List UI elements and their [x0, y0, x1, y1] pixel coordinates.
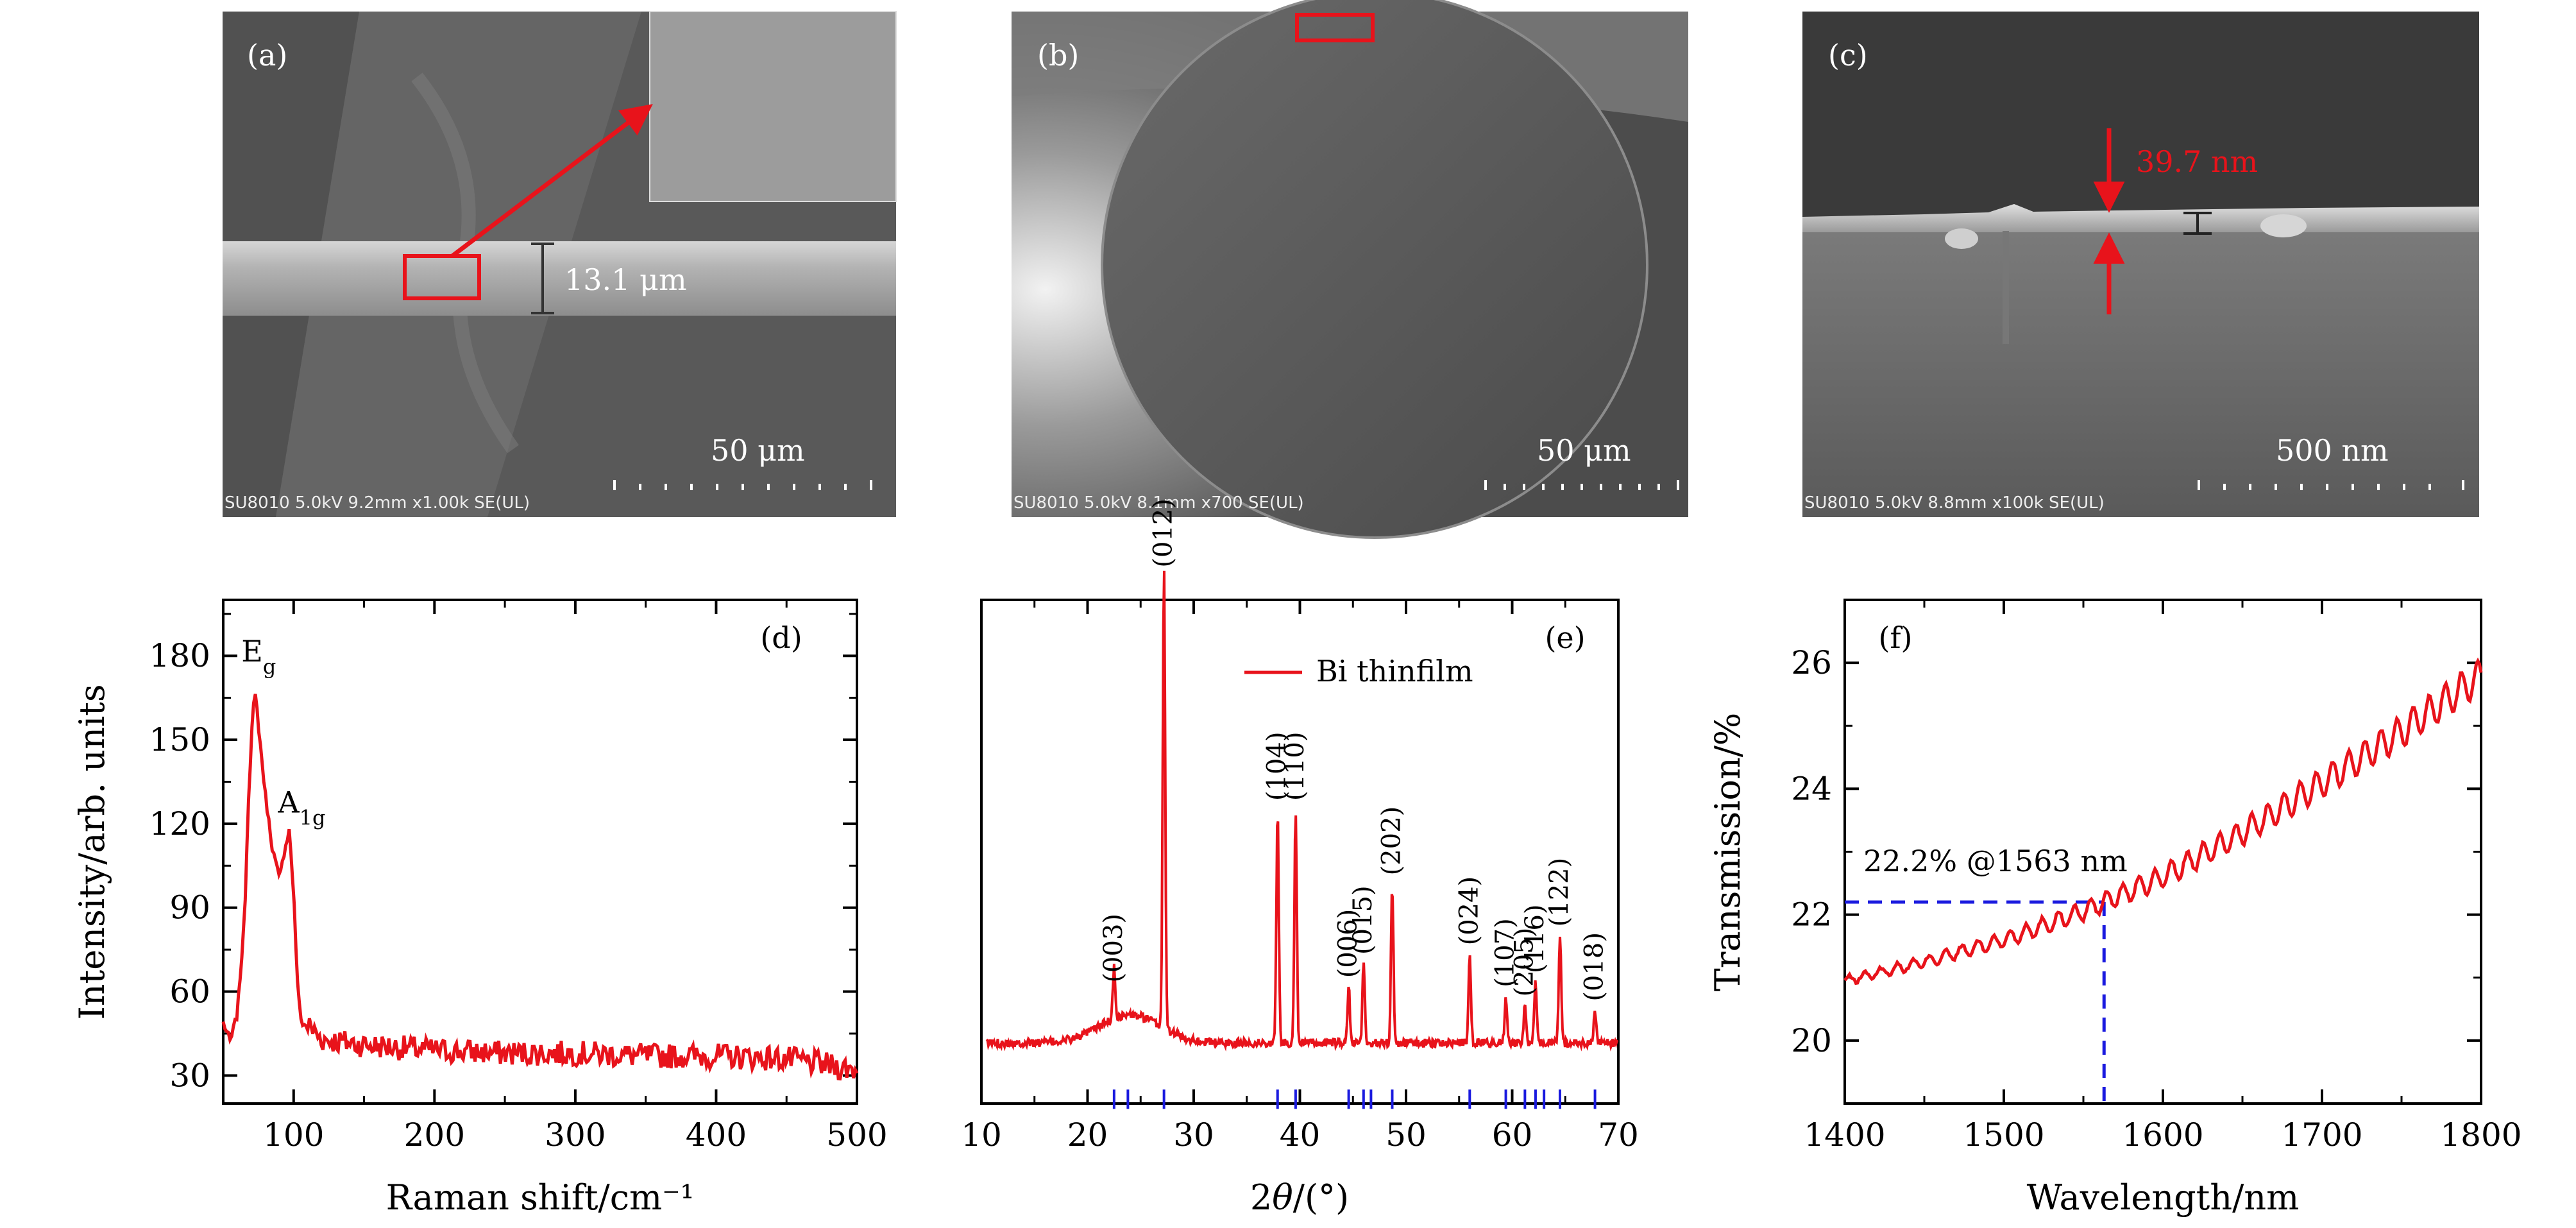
- chart-d-ytick-label: 30: [169, 1057, 210, 1094]
- chart-e-peak-label: (110): [1280, 732, 1310, 801]
- sem-c-footer: SU8010 5.0kV 8.8mm x100k SE(UL): [1804, 493, 2105, 513]
- chart-e-panel-label: (e): [1545, 620, 1585, 655]
- chart-f-tick-labels: 1400 1500 1600 1700 1800 20 22 24 26: [1791, 644, 2521, 1154]
- sem-c-measurement: 39.7 nm: [2136, 144, 2258, 179]
- chart-e-xtick-label: 40: [1280, 1116, 1321, 1154]
- chart-e-ticks: [980, 600, 1620, 1104]
- chart-f-xtick-label: 1700: [2281, 1116, 2362, 1154]
- chart-e-xtick-label: 70: [1598, 1116, 1639, 1154]
- sem-panel-c: 39.7 nm (c) 500 nm SU8010 5.0kV 8.8mm x1…: [1802, 12, 2479, 517]
- chart-e-peak-label: (116): [1520, 904, 1550, 973]
- chart-e-peak-label: (104): [1262, 732, 1292, 801]
- sem-a-footer: SU8010 5.0kV 9.2mm x1.00k SE(UL): [225, 493, 530, 513]
- chart-e-peak-label: (107): [1491, 918, 1520, 987]
- chart-e-peak-label: (024): [1454, 876, 1484, 946]
- chart-e-reference-lines: [1112, 1089, 1597, 1109]
- chart-f-ytick-label: 20: [1791, 1022, 1832, 1059]
- sem-b-roi-box: [1295, 13, 1375, 42]
- sem-a-scale-bar: [613, 480, 872, 490]
- sem-a-scale-text: 50 μm: [711, 433, 805, 468]
- chart-f-transmission-curve: [1843, 657, 2483, 985]
- chart-d-ytick-label: 90: [169, 889, 210, 926]
- chart-d-ytick-label: 180: [149, 637, 210, 674]
- chart-f-xtick-label: 1600: [2122, 1116, 2203, 1154]
- chart-d-peak-annotation: A1g: [277, 785, 325, 830]
- chart-f-xtick-label: 1800: [2440, 1116, 2521, 1154]
- sem-panel-b: (b) 50 μm SU8010 5.0kV 8.1mm x700 SE(UL): [1012, 0, 1688, 539]
- sem-c-scale-text: 500 nm: [2276, 433, 2389, 468]
- chart-e-xtick-label: 10: [961, 1116, 1002, 1154]
- chart-e-peak-labels: (003) (012) (104)(110) (006)(015) (202) (024)…: [1099, 499, 1609, 1002]
- sem-panel-a: 13.1 μm (a) 50 μm SU8010 5.0kV 9.2mm x1.…: [223, 11, 897, 517]
- chart-d-ylabel: Intensity/arb. units: [72, 684, 112, 1019]
- chart-d-xtick-label: 200: [404, 1116, 465, 1154]
- chart-e-peak-label: (122): [1545, 858, 1574, 927]
- chart-d-raman-curve: [221, 694, 859, 1081]
- sem-b-scale-text: 50 μm: [1537, 433, 1631, 468]
- chart-f-xlabel: Wavelength/nm: [2027, 1177, 2300, 1218]
- chart-d-xtick-label: 500: [826, 1116, 887, 1154]
- chart-d-tick-labels: 100 200 300 400 500 30 60 90 120 150 180: [149, 637, 888, 1154]
- chart-f-annotation: 22.2% @1563 nm: [1863, 844, 2128, 878]
- chart-e-peak-label: (003): [1099, 914, 1128, 983]
- chart-d-xtick-label: 400: [686, 1116, 747, 1154]
- chart-f-transmission: 1400 1500 1600 1700 1800 20 22 24 26 (f) 22.2% @…: [1707, 599, 2522, 1218]
- sem-b-scale-bar: [1484, 480, 1679, 490]
- sem-a-label: (a): [247, 38, 287, 72]
- chart-e-tick-labels: 10 20 30 40 50 60 70: [961, 1116, 1639, 1154]
- sem-a-fiber: [223, 241, 896, 316]
- chart-f-ylabel: Transmission/%: [1707, 713, 1748, 991]
- chart-e-peak-label: (202): [1377, 806, 1406, 876]
- sem-a-inset: [649, 11, 897, 202]
- sem-c-film-layer: [1802, 204, 2479, 232]
- chart-d-ytick-label: 60: [169, 973, 210, 1011]
- chart-d-peak-annotation: Eg: [241, 634, 276, 679]
- chart-e-peak-label: (012): [1149, 499, 1178, 568]
- chart-e-xlabel: 2θ/(°): [1250, 1177, 1349, 1218]
- chart-d-ytick-label: 150: [149, 721, 210, 758]
- chart-d-ytick-label: 120: [149, 805, 210, 842]
- chart-f-ytick-label: 26: [1791, 644, 1832, 681]
- chart-e-peak-label: (006): [1334, 909, 1363, 978]
- chart-e-peak-label: (018): [1580, 932, 1609, 1002]
- chart-e-xtick-label: 50: [1385, 1116, 1427, 1154]
- chart-f-ytick-label: 24: [1791, 770, 1832, 807]
- chart-f-xtick-label: 1400: [1804, 1116, 1885, 1154]
- chart-e-xtick-label: 30: [1173, 1116, 1214, 1154]
- chart-d-xtick-label: 300: [545, 1116, 606, 1154]
- sem-a-measurement: 13.1 μm: [564, 262, 687, 297]
- chart-e-peak-label: (015): [1348, 885, 1378, 955]
- sem-b-label: (b): [1037, 38, 1079, 72]
- chart-d-ticks: [222, 600, 858, 1104]
- chart-f-ticks: [1843, 599, 2482, 1105]
- chart-e-xtick-label: 60: [1492, 1116, 1533, 1154]
- sem-a-roi-box: [403, 254, 481, 300]
- chart-d-frame: [222, 599, 858, 1105]
- chart-d-panel-label: (d): [760, 620, 802, 655]
- chart-d-raman: 100 200 300 400 500 30 60 90 120 150 180 (d) Eg A1g…: [72, 599, 888, 1218]
- chart-e-xrd-curve: [985, 570, 1619, 1052]
- chart-e-peak-label: (205): [1509, 928, 1539, 997]
- sem-b-fiber-endface: [1101, 0, 1648, 539]
- chart-d-xlabel: Raman shift/cm⁻¹: [386, 1177, 695, 1218]
- chart-e-legend-label: Bi thinfilm: [1316, 654, 1473, 688]
- sem-c-label: (c): [1828, 38, 1868, 72]
- chart-d-annotations: Eg A1g: [241, 634, 325, 830]
- chart-f-xtick-label: 1500: [1963, 1116, 2044, 1154]
- chart-f-panel-label: (f): [1879, 620, 1913, 655]
- sem-a-zoom-arrow: [450, 104, 653, 258]
- chart-e-xtick-label: 20: [1067, 1116, 1108, 1154]
- sem-c-scale-bar: [2198, 480, 2464, 490]
- sem-b-footer: SU8010 5.0kV 8.1mm x700 SE(UL): [1013, 493, 1304, 513]
- chart-d-xtick-label: 100: [263, 1116, 324, 1154]
- chart-e-xrd: 10 20 30 40 50 60 70 (003) (012) (104)(110) (006)…: [961, 499, 1639, 1218]
- chart-f-ytick-label: 22: [1791, 896, 1832, 934]
